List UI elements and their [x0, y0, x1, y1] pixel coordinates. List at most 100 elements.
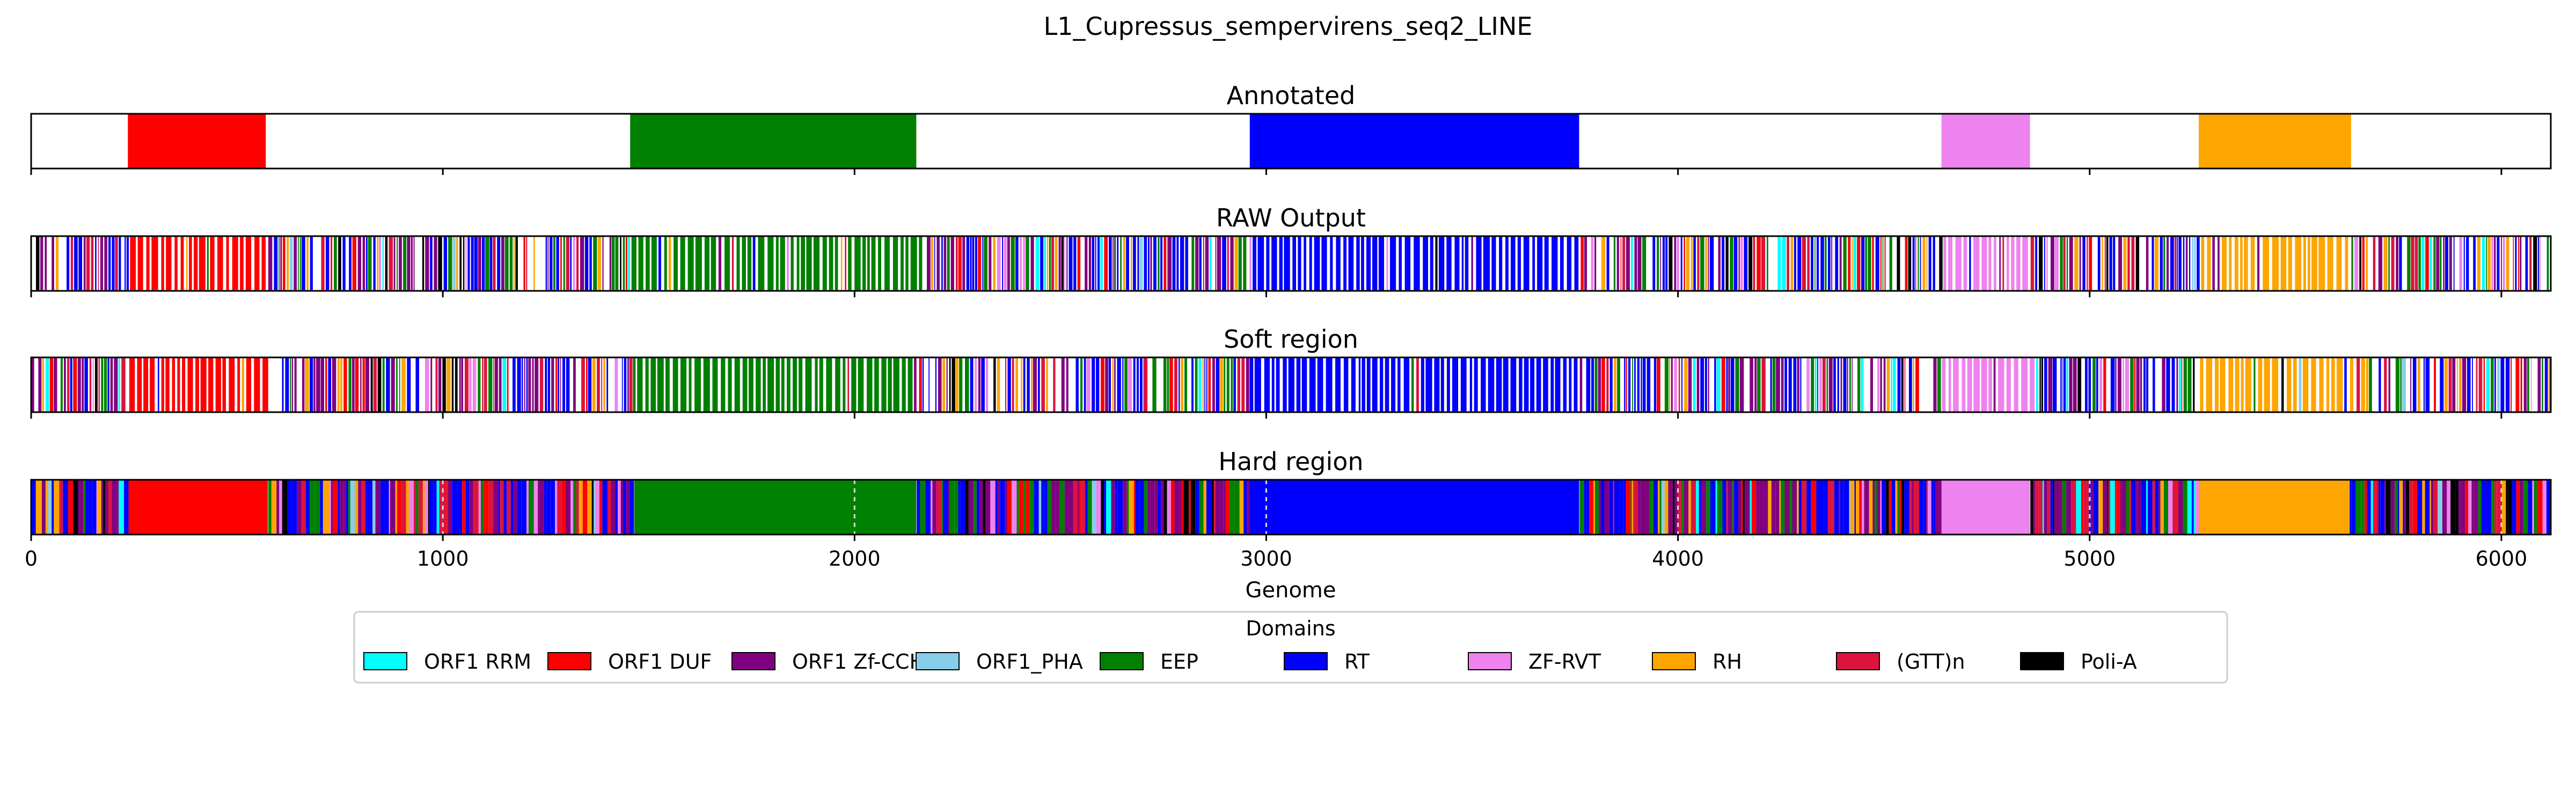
prediction-stripe [425, 357, 429, 412]
prediction-stripe [1580, 236, 1584, 291]
prediction-stripe [2039, 236, 2043, 291]
prediction-stripe [2482, 236, 2485, 291]
prediction-stripe [2399, 480, 2403, 535]
prediction-stripe [1814, 357, 1817, 412]
prediction-stripe [1678, 480, 1681, 535]
prediction-stripe [2384, 480, 2386, 535]
prediction-stripe [936, 236, 940, 291]
prediction-stripe [100, 480, 101, 535]
prediction-stripe [2041, 357, 2044, 412]
prediction-stripe [382, 357, 385, 412]
prediction-stripe [1414, 236, 1420, 291]
prediction-stripe [1718, 236, 1721, 291]
prediction-stripe [488, 480, 494, 535]
prediction-stripe [1524, 357, 1529, 412]
prediction-stripe [82, 357, 84, 412]
prediction-stripe [1926, 480, 1928, 535]
prediction-stripe [1097, 236, 1100, 291]
prediction-stripe [161, 357, 164, 412]
prediction-stripe [843, 357, 846, 412]
prediction-stripe [1726, 357, 1728, 412]
prediction-stripe [1053, 357, 1056, 412]
prediction-stripe [2263, 236, 2270, 291]
prediction-stripe [1243, 236, 1247, 291]
prediction-stripe [1172, 236, 1176, 291]
prediction-stripe [1130, 236, 1132, 291]
track-panel: RAW Output [30, 203, 2552, 297]
prediction-stripe [274, 236, 278, 291]
prediction-stripe [108, 236, 111, 291]
prediction-stripe [633, 357, 636, 412]
prediction-stripe [1021, 357, 1023, 412]
prediction-stripe [2163, 236, 2165, 291]
prediction-stripe [858, 357, 864, 412]
panel-title: Annotated [1227, 81, 1356, 110]
prediction-stripe [506, 480, 511, 535]
prediction-stripe [562, 357, 565, 412]
prediction-stripe [2391, 236, 2395, 291]
prediction-stripe [1224, 357, 1226, 412]
prediction-stripe [39, 480, 42, 535]
prediction-stripe [2143, 357, 2146, 412]
legend-swatch [2020, 652, 2064, 670]
prediction-stripe [2523, 480, 2528, 535]
prediction-stripe [222, 357, 226, 412]
prediction-stripe [910, 236, 917, 291]
prediction-stripe [2421, 236, 2425, 291]
prediction-stripe [1835, 236, 1839, 291]
prediction-stripe [893, 357, 899, 412]
prediction-stripe [2533, 236, 2537, 291]
prediction-stripe [791, 236, 794, 291]
prediction-stripe [294, 236, 297, 291]
prediction-stripe [355, 357, 359, 412]
prediction-stripe [917, 480, 920, 535]
prediction-stripe [1637, 236, 1642, 291]
prediction-stripe [1843, 236, 1847, 291]
prediction-stripe [2501, 236, 2502, 291]
prediction-stripe [1642, 236, 1646, 291]
prediction-stripe [1073, 480, 1075, 535]
prediction-stripe [1943, 236, 1946, 291]
prediction-stripe [399, 236, 402, 291]
prediction-stripe [1642, 480, 1646, 535]
prediction-stripe [908, 357, 913, 412]
prediction-stripe [593, 236, 597, 291]
prediction-stripe [632, 480, 634, 535]
prediction-stripe [302, 357, 305, 412]
prediction-stripe [1378, 236, 1384, 291]
prediction-stripe [2546, 236, 2549, 291]
prediction-stripe [1609, 480, 1613, 535]
prediction-stripe [2361, 357, 2365, 412]
prediction-stripe [2218, 236, 2220, 291]
prediction-stripe [2178, 236, 2182, 291]
prediction-stripe [1856, 480, 1860, 535]
track-panel: Soft region [30, 325, 2552, 419]
prediction-stripe [2295, 236, 2302, 291]
prediction-stripe [1790, 236, 1794, 291]
prediction-stripe [1684, 357, 1688, 412]
prediction-stripe [73, 357, 77, 412]
prediction-stripe [2388, 236, 2390, 291]
prediction-stripe [38, 357, 42, 412]
prediction-stripe [2494, 236, 2496, 291]
prediction-stripe [2417, 480, 2423, 535]
prediction-stripe [1314, 236, 1320, 291]
prediction-stripe [1209, 236, 1212, 291]
prediction-stripe [232, 236, 238, 291]
prediction-stripe [271, 480, 277, 535]
domain-region [630, 114, 917, 169]
prediction-stripe [1283, 357, 1287, 412]
prediction-stripe [1994, 236, 1996, 291]
prediction-stripe [1870, 357, 1874, 412]
prediction-stripe [372, 480, 376, 535]
prediction-stripe [365, 480, 367, 535]
prediction-stripe [1202, 357, 1204, 412]
prediction-stripe [2542, 357, 2543, 412]
prediction-stripe [208, 357, 214, 412]
prediction-stripe [566, 480, 571, 535]
prediction-stripe [1064, 480, 1070, 535]
prediction-stripe [146, 236, 150, 291]
prediction-stripe [881, 357, 887, 412]
prediction-stripe [829, 236, 833, 291]
prediction-stripe [2354, 236, 2359, 291]
